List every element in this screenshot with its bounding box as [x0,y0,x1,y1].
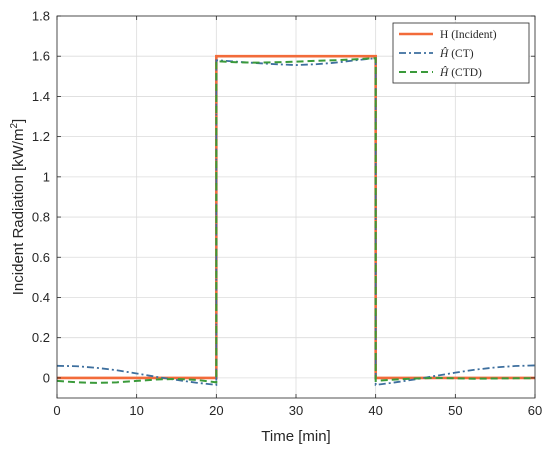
y-axis-label: Incident Radiation [kW/m2] [9,119,27,295]
y-tick-label: 0.2 [32,330,50,345]
series-line-1 [56,57,536,386]
y-tick-label: 0.6 [32,250,50,265]
x-tick-label: 0 [53,403,60,418]
legend-entry-ctd-label: (CTD) [448,67,482,79]
x-tick-label: 30 [289,403,303,418]
legend-entry-ct-label: (CT) [448,48,473,60]
x-axis-label: Time [min] [261,428,330,445]
x-tick-label: 40 [368,403,382,418]
y-tick-label: 1.4 [32,89,50,104]
legend-entry-ct: Ĥ (CT) [439,46,474,60]
series-line-0 [57,54,535,380]
y-tick-label: 1.2 [32,129,50,144]
x-tick-label: 10 [129,403,143,418]
x-tick-label: 50 [448,403,462,418]
x-tick-label: 60 [528,403,542,418]
y-axis-label-text: Incident Radiation [kW/m [10,128,27,295]
y-tick-label: 0.4 [32,290,50,305]
legend-entry-ctd: Ĥ (CTD) [439,65,482,79]
legend-entry-incident: H (Incident) [440,29,497,41]
y-tick-label: 1 [43,169,50,184]
y-tick-label: 0 [43,370,50,385]
legend-entry-ct-symbol: Ĥ [439,46,449,60]
y-tick-label: 1.8 [32,9,50,24]
series-line-2 [56,57,535,384]
legend-entry-incident-label: (Incident) [448,29,496,41]
y-tick-label: 1.6 [32,49,50,64]
legend-entry-incident-symbol: H [440,29,448,41]
ticks: 0 10 20 30 40 50 60 0 0.2 0.4 0.6 0.8 1 1.2 1.4 1.6 1.8 [32,9,542,419]
x-axis-label-text: Time [min] [261,428,330,445]
series-layer [56,54,536,386]
legend: H (Incident) Ĥ (CT) Ĥ (CTD) [392,22,530,84]
legend-entry-ctd-symbol: Ĥ [439,65,449,79]
x-tick-label: 20 [209,403,223,418]
y-axis-label-end: ] [10,119,27,123]
y-tick-label: 0.8 [32,210,50,225]
y-axis-label-sup: 2 [9,122,20,128]
